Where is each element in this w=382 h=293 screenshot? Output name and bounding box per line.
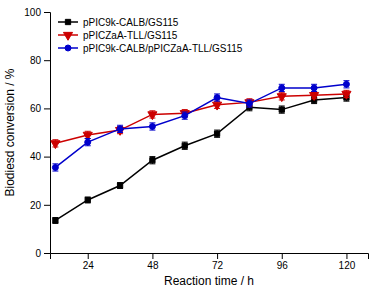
y-tick-label: 80 <box>30 55 42 66</box>
x-tick-mark <box>346 253 347 259</box>
error-bar <box>246 100 252 107</box>
error-bar <box>52 164 58 171</box>
legend-swatch-marker <box>63 32 72 40</box>
legend-label: pPIC9k-CALB/GS115 <box>83 17 179 28</box>
series-line <box>55 94 346 143</box>
point <box>180 111 189 119</box>
error-bar <box>85 197 91 203</box>
error-bar <box>117 125 123 132</box>
point <box>214 95 220 101</box>
error-bar <box>149 157 155 164</box>
legend-swatch-marker <box>65 19 70 24</box>
x-tick-label: 96 <box>277 260 289 271</box>
x-tick: 24 <box>83 253 95 271</box>
y-tick-mark <box>44 12 50 13</box>
x-tick: 96 <box>277 253 289 271</box>
error-bar <box>279 84 285 91</box>
legend: pPIC9k-CALB/GS115 pPICZaA-TLL/GS115 pPIC9k… <box>58 17 243 54</box>
error-bar <box>343 81 349 88</box>
x-axis-title: Reaction time / h <box>164 274 254 288</box>
point <box>53 218 58 223</box>
x-tick: 120 <box>339 253 356 271</box>
series-line <box>55 98 346 221</box>
error-bar <box>85 139 91 146</box>
y-axis-title: Biodiesd conversion / % <box>3 68 17 196</box>
point <box>149 123 155 129</box>
x-tick-label: 72 <box>212 260 224 271</box>
point <box>342 91 351 99</box>
error-bar <box>279 106 285 113</box>
x-tick-mark <box>152 253 153 259</box>
legend-label: pPIC9k-CALB/pPICZaA-TLL/GS115 <box>83 43 243 54</box>
point <box>148 112 157 120</box>
x-axis-line <box>51 254 369 260</box>
x-tick-mark <box>217 253 218 259</box>
y-tick-mark <box>44 205 50 206</box>
plot-marks <box>51 81 351 224</box>
error-bar <box>182 112 188 119</box>
error-bar <box>149 123 155 130</box>
y-tick-mark <box>44 108 50 109</box>
legend-item: pPIC9k-CALB/pPICZaA-TLL/GS115 <box>58 43 243 54</box>
point <box>85 197 90 202</box>
y-axis: 0 20 40 60 80 100 <box>24 7 50 259</box>
x-tick-mark <box>282 253 283 259</box>
point <box>213 102 222 110</box>
x-tick-mark <box>88 253 89 259</box>
x-axis: 24 48 72 96 120 <box>51 253 369 271</box>
point <box>310 93 319 101</box>
y-tick-label: 100 <box>24 7 41 18</box>
legend-item: pPICZaA-TLL/GS115 <box>58 30 178 41</box>
series <box>52 94 349 223</box>
point <box>311 85 317 91</box>
error-bar <box>117 183 123 189</box>
legend-label: pPICZaA-TLL/GS115 <box>83 30 178 41</box>
y-tick: 40 <box>30 151 50 162</box>
point <box>182 143 187 148</box>
point <box>214 131 219 136</box>
x-tick: 72 <box>212 253 224 271</box>
y-tick-label: 40 <box>30 151 42 162</box>
point <box>246 101 252 107</box>
x-tick: 48 <box>147 253 159 271</box>
series <box>52 81 349 171</box>
x-tick-label: 24 <box>83 260 95 271</box>
point <box>52 164 58 170</box>
error-bar <box>52 218 58 224</box>
point <box>343 81 349 87</box>
y-tick-mark <box>44 253 50 254</box>
point <box>279 107 284 112</box>
legend-item: pPIC9k-CALB/GS115 <box>58 17 179 28</box>
point <box>51 141 60 149</box>
point <box>182 113 188 119</box>
y-tick-label: 60 <box>30 103 42 114</box>
point <box>279 85 285 91</box>
y-tick-mark <box>44 157 50 158</box>
error-bar <box>182 142 188 149</box>
x-tick-label: 120 <box>339 260 356 271</box>
legend-swatch-marker <box>65 45 71 51</box>
series-line <box>55 84 346 167</box>
point <box>150 158 155 163</box>
y-tick: 20 <box>30 200 50 211</box>
error-bar <box>214 94 220 101</box>
x-tick-label: 48 <box>147 260 159 271</box>
error-bar <box>311 84 317 91</box>
y-tick-mark <box>44 60 50 61</box>
point <box>117 126 123 132</box>
y-tick: 80 <box>30 55 50 66</box>
y-tick-label: 20 <box>30 200 42 211</box>
point <box>245 100 254 108</box>
point <box>277 94 286 102</box>
point <box>85 139 91 145</box>
y-axis-line <box>44 13 51 254</box>
error-bar <box>214 130 220 137</box>
y-tick: 60 <box>30 103 50 114</box>
point <box>117 183 122 188</box>
y-tick: 100 <box>24 7 50 18</box>
chart: 24 48 72 96 120 0 20 40 60 80 100 Reaction time / h… <box>0 0 382 293</box>
y-tick: 0 <box>35 248 50 259</box>
y-tick-label: 0 <box>35 248 41 259</box>
series <box>51 90 351 148</box>
